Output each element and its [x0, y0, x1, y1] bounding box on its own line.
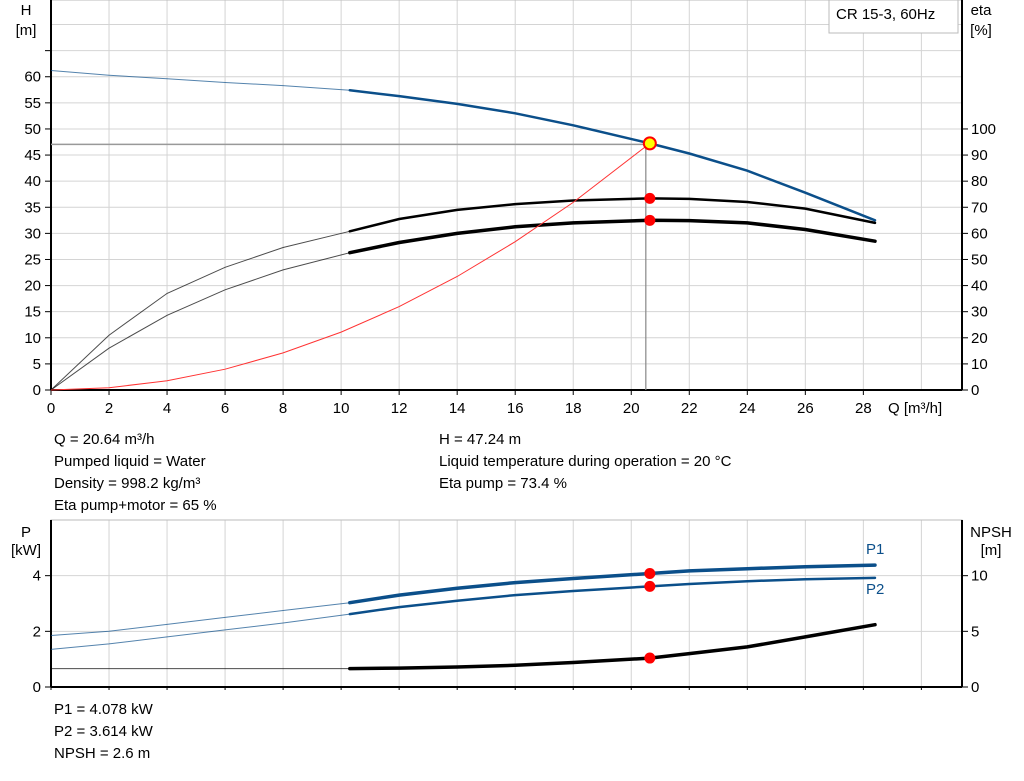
info-p1: P1 = 4.078 kW: [54, 701, 153, 718]
y-tick-label-right: 50: [971, 251, 988, 268]
p1-marker: [644, 567, 656, 579]
y-tick-label-right: 100: [971, 121, 996, 138]
series-p1-line-thin: [50, 602, 350, 636]
y-tick-label-right: 70: [971, 199, 988, 216]
info-eta-total: Eta pump+motor = 65 %: [54, 497, 217, 514]
x-tick-label: 0: [47, 400, 55, 417]
y-label-left-unit: [kW]: [11, 542, 41, 559]
y-tick-label-right: 30: [971, 304, 988, 321]
series-label-p2: P2: [866, 581, 884, 598]
series-p2-line-thin: [50, 613, 350, 650]
y-tick-label-right: 10: [971, 568, 988, 585]
series-p1-line-thick: [348, 563, 877, 605]
y-label-right-unit: [m]: [981, 542, 1002, 559]
p2-marker: [644, 580, 656, 592]
x-tick-label: 8: [279, 400, 287, 417]
y-tick-label-right: 60: [971, 225, 988, 242]
series-0-line-thick: [348, 89, 877, 222]
eta-total-marker: [644, 214, 656, 226]
x-tick-label: 22: [681, 400, 698, 417]
y-tick-label-left: 10: [24, 330, 41, 347]
x-tick-label: 4: [163, 400, 171, 417]
y-tick-label-right: 20: [971, 330, 988, 347]
series-p2-line-thick: [348, 576, 877, 616]
y-tick-label-left: 4: [33, 568, 41, 585]
y-tick-label-left: 40: [24, 173, 41, 190]
info-temp: Liquid temperature during operation = 20…: [439, 453, 732, 470]
x-tick-label: 18: [565, 400, 582, 417]
y-tick-label-left: 60: [24, 69, 41, 86]
info-liquid: Pumped liquid = Water: [54, 453, 206, 470]
x-axis-label: Q [m³/h]: [888, 400, 942, 417]
y-label-left-unit: [m]: [16, 22, 37, 39]
y-tick-label-left: 25: [24, 251, 41, 268]
chart-title: CR 15-3, 60Hz: [836, 6, 935, 23]
y-label-right-unit: [%]: [970, 22, 992, 39]
x-tick-label: 28: [855, 400, 872, 417]
y-tick-label-right: 5: [971, 623, 979, 640]
series-12-line-thick: [348, 622, 877, 671]
y-tick-label-right: 10: [971, 356, 988, 373]
series-2-line-thick: [348, 218, 877, 255]
y-tick-label-right: 0: [971, 382, 979, 399]
x-tick-label: 26: [797, 400, 814, 417]
x-tick-label: 16: [507, 400, 524, 417]
y-tick-label-left: 15: [24, 304, 41, 321]
y-label-right: NPSH: [970, 524, 1012, 541]
info-h: H = 47.24 m: [439, 431, 522, 448]
y-label-left: P: [21, 524, 31, 541]
plot-frame: [50, 0, 963, 391]
y-tick-label-right: 40: [971, 278, 988, 295]
y-tick-label-left: 2: [33, 623, 41, 640]
info-p2: P2 = 3.614 kW: [54, 723, 153, 740]
y-tick-label-left: 35: [24, 199, 41, 216]
y-tick-label-left: 0: [33, 382, 41, 399]
info-eta-pump: Eta pump = 73.4 %: [439, 475, 567, 492]
info-density: Density = 998.2 kg/m³: [54, 475, 201, 492]
series-3-line: [50, 143, 651, 391]
info-bottom: P1 = 4.078 kW P2 = 3.614 kW NPSH = 2.6 m: [54, 699, 153, 765]
y-tick-label-left: 50: [24, 121, 41, 138]
x-tick-label: 14: [449, 400, 466, 417]
series-1-line-thin: [50, 230, 350, 391]
y-tick-label-left: 55: [24, 95, 41, 112]
operating-point-marker: [642, 136, 657, 151]
info-top-right: H = 47.24 m Liquid temperature during op…: [439, 429, 731, 495]
info-top-left: Q = 20.64 m³/h Pumped liquid = Water Den…: [54, 429, 217, 517]
info-q: Q = 20.64 m³/h: [54, 431, 155, 448]
x-tick-label: 12: [391, 400, 408, 417]
info-npsh: NPSH = 2.6 m: [54, 745, 151, 762]
x-tick-label: 24: [739, 400, 756, 417]
npsh-marker: [644, 652, 656, 664]
y-label-left: H: [21, 2, 32, 19]
y-tick-label-left: 20: [24, 278, 41, 295]
x-tick-label: 6: [221, 400, 229, 417]
y-tick-label-right: 90: [971, 147, 988, 164]
series-1-line-thick: [348, 197, 877, 233]
series-label-p1: P1: [866, 541, 884, 558]
series-0-line-thin: [50, 70, 350, 91]
series-2-line-thin: [50, 252, 350, 391]
x-tick-label: 2: [105, 400, 113, 417]
x-tick-label: 10: [333, 400, 350, 417]
plot-frame: [50, 519, 963, 688]
x-tick-label: 20: [623, 400, 640, 417]
y-tick-label-left: 45: [24, 147, 41, 164]
y-tick-label-left: 0: [33, 679, 41, 696]
title-box: [828, 0, 959, 34]
y-tick-label-right: 0: [971, 679, 979, 696]
y-tick-label-right: 80: [971, 173, 988, 190]
y-label-right: eta: [971, 2, 993, 19]
eta-pump-marker: [644, 192, 656, 204]
y-tick-label-left: 30: [24, 225, 41, 242]
y-tick-label-left: 5: [33, 356, 41, 373]
